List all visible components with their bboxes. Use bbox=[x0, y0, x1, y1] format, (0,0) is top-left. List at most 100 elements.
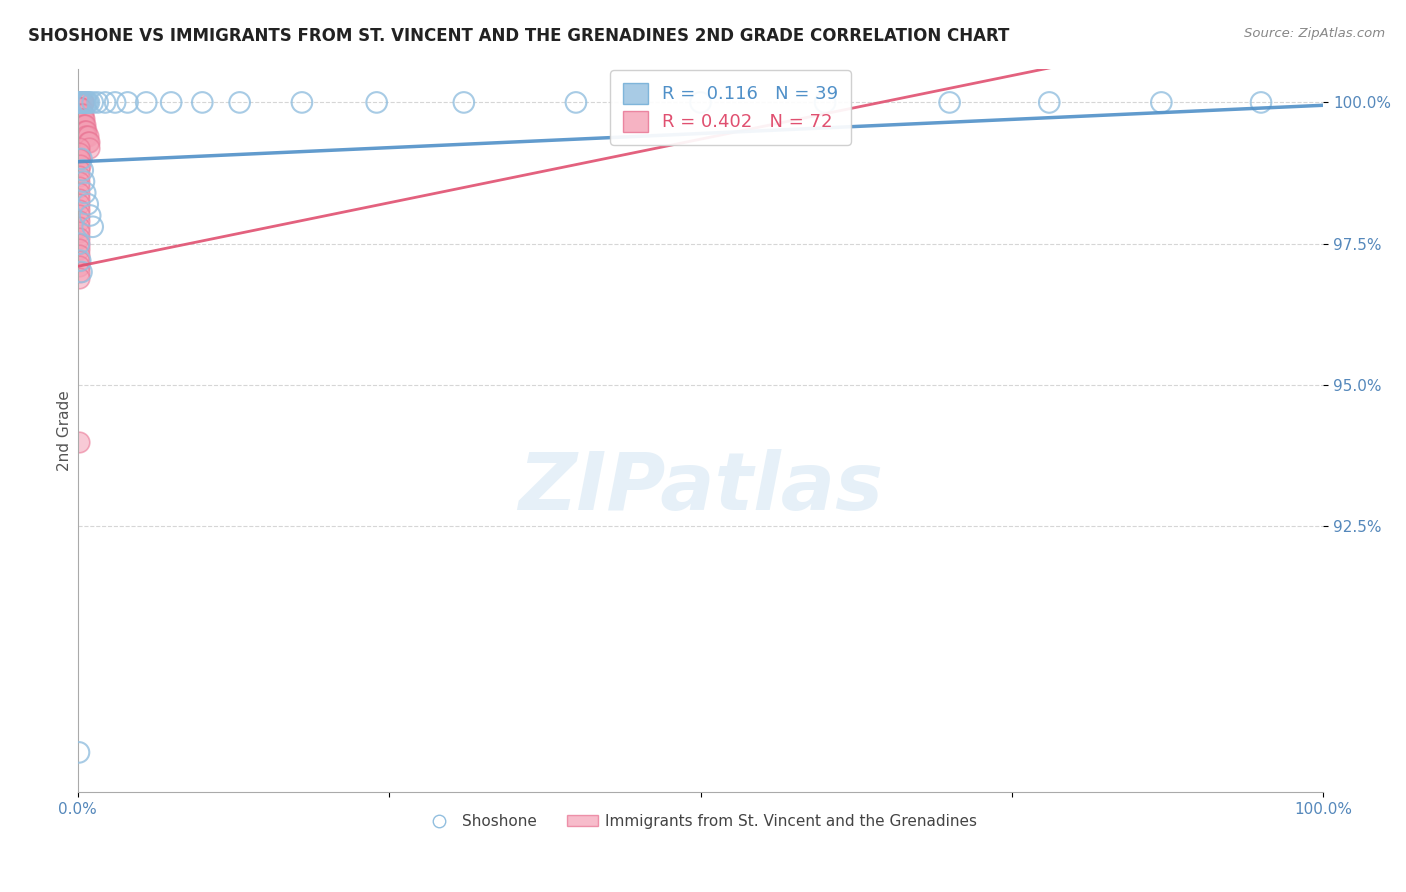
Point bbox=[67, 434, 90, 449]
Point bbox=[67, 175, 90, 189]
Point bbox=[67, 163, 90, 178]
Point bbox=[69, 112, 91, 127]
Point bbox=[72, 95, 94, 110]
Point bbox=[67, 243, 90, 257]
Point bbox=[160, 95, 183, 110]
Point bbox=[69, 158, 91, 172]
Point bbox=[75, 118, 97, 132]
Point bbox=[72, 95, 94, 110]
Point bbox=[69, 112, 91, 127]
Point bbox=[1250, 95, 1272, 110]
Point bbox=[72, 112, 94, 127]
Point bbox=[67, 192, 90, 206]
Point bbox=[73, 124, 96, 138]
Point bbox=[82, 219, 104, 234]
Point bbox=[191, 95, 214, 110]
Y-axis label: 2nd Grade: 2nd Grade bbox=[58, 390, 72, 471]
Point bbox=[75, 129, 97, 144]
Point bbox=[938, 95, 960, 110]
Point bbox=[69, 107, 91, 121]
Point bbox=[104, 95, 127, 110]
Point bbox=[70, 152, 93, 166]
Point bbox=[67, 270, 90, 285]
Point bbox=[73, 175, 96, 189]
Point bbox=[67, 180, 90, 194]
Point bbox=[67, 95, 90, 110]
Point bbox=[69, 107, 91, 121]
Point bbox=[76, 135, 98, 149]
Point bbox=[67, 152, 90, 166]
Point bbox=[70, 107, 93, 121]
Point bbox=[76, 197, 98, 211]
Point bbox=[86, 95, 108, 110]
Point bbox=[67, 253, 90, 268]
Point bbox=[67, 219, 90, 234]
Point bbox=[70, 118, 93, 132]
Point bbox=[366, 95, 388, 110]
Text: ZIPatlas: ZIPatlas bbox=[517, 449, 883, 527]
Point bbox=[69, 101, 91, 115]
Point bbox=[67, 236, 90, 251]
Point bbox=[67, 101, 90, 115]
Point bbox=[135, 95, 157, 110]
Point bbox=[67, 107, 90, 121]
Point bbox=[67, 112, 90, 127]
Point bbox=[67, 260, 90, 274]
Point bbox=[70, 95, 93, 110]
Point bbox=[70, 265, 93, 279]
Point bbox=[69, 101, 91, 115]
Point bbox=[67, 226, 90, 240]
Point bbox=[67, 141, 90, 155]
Point bbox=[67, 186, 90, 200]
Point bbox=[72, 95, 94, 110]
Point bbox=[1150, 95, 1173, 110]
Point bbox=[67, 101, 90, 115]
Point bbox=[814, 95, 837, 110]
Point bbox=[73, 112, 96, 127]
Point bbox=[69, 253, 91, 268]
Point bbox=[69, 152, 91, 166]
Point bbox=[1038, 95, 1060, 110]
Point bbox=[689, 95, 711, 110]
Point bbox=[75, 95, 97, 110]
Text: SHOSHONE VS IMMIGRANTS FROM ST. VINCENT AND THE GRENADINES 2ND GRADE CORRELATION: SHOSHONE VS IMMIGRANTS FROM ST. VINCENT … bbox=[28, 27, 1010, 45]
Point bbox=[79, 209, 101, 223]
Point bbox=[72, 163, 94, 178]
Point bbox=[72, 124, 94, 138]
Point bbox=[67, 101, 90, 115]
Point bbox=[69, 95, 91, 110]
Point bbox=[75, 124, 97, 138]
Text: Source: ZipAtlas.com: Source: ZipAtlas.com bbox=[1244, 27, 1385, 40]
Point bbox=[73, 118, 96, 132]
Point bbox=[67, 118, 90, 132]
Point bbox=[291, 95, 314, 110]
Point bbox=[67, 112, 90, 127]
Point bbox=[67, 107, 90, 121]
Point bbox=[67, 169, 90, 183]
Point bbox=[77, 135, 100, 149]
Point bbox=[67, 248, 90, 262]
Point bbox=[75, 124, 97, 138]
Point bbox=[77, 95, 100, 110]
Point bbox=[453, 95, 475, 110]
Point bbox=[67, 197, 90, 211]
Point bbox=[70, 112, 93, 127]
Point bbox=[67, 745, 90, 759]
Point bbox=[77, 141, 100, 155]
Point bbox=[72, 107, 94, 121]
Point bbox=[73, 95, 96, 110]
Point bbox=[67, 214, 90, 228]
Point bbox=[70, 95, 93, 110]
Point bbox=[76, 95, 98, 110]
Point bbox=[69, 95, 91, 110]
Point bbox=[72, 118, 94, 132]
Point bbox=[70, 95, 93, 110]
Point bbox=[70, 101, 93, 115]
Point bbox=[75, 129, 97, 144]
Point bbox=[117, 95, 139, 110]
Point bbox=[70, 95, 93, 110]
Point bbox=[75, 186, 97, 200]
Point bbox=[67, 209, 90, 223]
Point bbox=[70, 112, 93, 127]
Point bbox=[75, 95, 97, 110]
